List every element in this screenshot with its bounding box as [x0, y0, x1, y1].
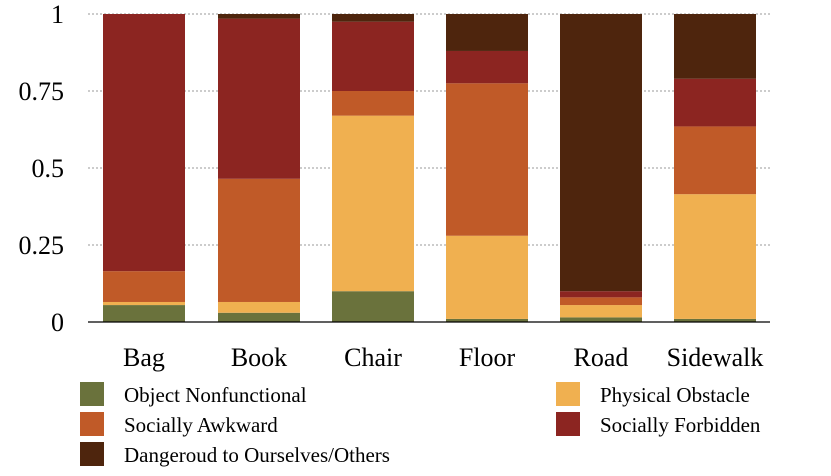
bar-book-socially-awkward [218, 178, 300, 302]
bar-book-socially-forbidden [218, 18, 300, 179]
legend: Object Nonfunctional Physical Obstacle Soc… [80, 382, 761, 467]
bar-road-object-nonfunctional [560, 317, 642, 322]
bar-floor-dangeroud-to-ourselves-others [446, 14, 528, 51]
bar-bag-socially-forbidden [103, 14, 185, 272]
bar-chair-dangeroud-to-ourselves-others [332, 14, 414, 22]
legend-item-socially-forbidden: Socially Forbidden [556, 412, 761, 437]
bar-stack-floor [446, 14, 528, 322]
bar-bag-object-nonfunctional [103, 305, 185, 322]
legend-swatch [556, 382, 580, 406]
bar-sidewalk-object-nonfunctional [674, 318, 756, 322]
bar-sidewalk-socially-forbidden [674, 78, 756, 127]
bar-chair-physical-obstacle [332, 115, 414, 292]
legend-swatch [556, 412, 580, 436]
legend-swatch [80, 442, 104, 466]
axes: 0 0.25 0.5 0.75 1 Bag Book Chair Floor Road Sidewa… [19, 0, 770, 372]
bar-stack-bag [103, 14, 185, 322]
y-tick-label: 0 [51, 308, 64, 337]
bar-sidewalk-socially-awkward [674, 126, 756, 195]
bar-book-dangeroud-to-ourselves-others [218, 14, 300, 19]
y-tick-label: 0.5 [32, 154, 65, 183]
legend-item-object-nonfunctional: Object Nonfunctional [80, 382, 307, 407]
y-tick-label: 1 [51, 0, 64, 29]
bar-floor-object-nonfunctional [446, 318, 528, 322]
bar-chair-object-nonfunctional [332, 291, 414, 322]
bar-book-physical-obstacle [218, 301, 300, 313]
bar-floor-socially-awkward [446, 83, 528, 236]
bar-sidewalk-physical-obstacle [674, 194, 756, 319]
bar-stack-sidewalk [674, 14, 756, 322]
bar-road-dangeroud-to-ourselves-others [560, 14, 642, 292]
bar-road-socially-forbidden [560, 291, 642, 298]
gridlines [88, 13, 770, 246]
y-tick-label: 0.25 [19, 231, 65, 260]
bar-floor-socially-forbidden [446, 50, 528, 84]
bar-book-object-nonfunctional [218, 312, 300, 322]
x-tick-label-chair: Chair [344, 343, 402, 372]
bar-bag-physical-obstacle [103, 301, 185, 306]
x-tick-label-book: Book [231, 343, 287, 372]
x-tick-label-bag: Bag [123, 343, 165, 372]
bars [103, 14, 756, 322]
x-tick-label-sidewalk: Sidewalk [667, 343, 764, 372]
legend-label: Socially Awkward [124, 413, 278, 437]
bar-floor-physical-obstacle [446, 235, 528, 319]
x-tick-label-road: Road [574, 343, 629, 372]
legend-label: Physical Obstacle [600, 383, 750, 407]
bar-chair-socially-forbidden [332, 21, 414, 92]
legend-label: Dangeroud to Ourselves/Others [124, 443, 390, 467]
bar-chair-socially-awkward [332, 91, 414, 116]
legend-swatch [80, 382, 104, 406]
bar-stack-chair [332, 14, 414, 322]
bar-stack-road [560, 14, 642, 322]
legend-swatch [80, 412, 104, 436]
bar-sidewalk-dangeroud-to-ourselves-others [674, 14, 756, 79]
x-tick-label-floor: Floor [459, 343, 516, 372]
bar-stack-book [218, 14, 300, 322]
legend-item-socially-awkward: Socially Awkward [80, 412, 278, 437]
bar-road-socially-awkward [560, 297, 642, 306]
legend-label: Socially Forbidden [600, 413, 761, 437]
legend-item-physical-obstacle: Physical Obstacle [556, 382, 750, 407]
legend-label: Object Nonfunctional [124, 383, 307, 407]
y-tick-label: 0.75 [19, 77, 65, 106]
legend-item-dangeroud-to-ourselves-others: Dangeroud to Ourselves/Others [80, 442, 390, 467]
bar-road-physical-obstacle [560, 305, 642, 318]
bar-bag-socially-awkward [103, 271, 185, 302]
